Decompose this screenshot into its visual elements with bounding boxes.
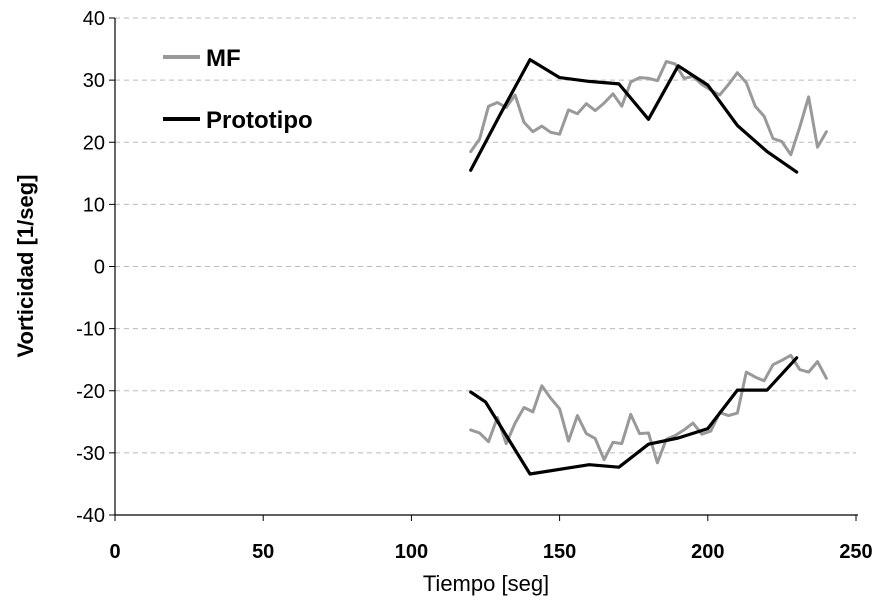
y-tick-label: -20 — [76, 381, 105, 403]
y-tick-label: 10 — [83, 194, 105, 216]
x-axis-title: Tiempo [seg] — [423, 571, 549, 596]
y-tick-label: 0 — [94, 257, 105, 279]
series-line-prototipo-upper — [469, 57, 799, 174]
series-line-prototipo-lower — [469, 356, 799, 476]
y-tick-label: -30 — [76, 443, 105, 465]
y-tick-label: 40 — [83, 8, 105, 30]
gridlines — [115, 17, 856, 454]
y-tick-label: -10 — [76, 319, 105, 341]
y-tick-labels: 40 30 20 10 0 -10 -20 -30 -40 — [76, 8, 105, 527]
x-tick-label: 250 — [839, 541, 872, 563]
x-tick-label: 200 — [691, 541, 724, 563]
x-tick-label: 150 — [543, 541, 576, 563]
legend-label-prototipo: Prototipo — [206, 107, 313, 134]
series-line-mf-lower — [469, 353, 828, 465]
y-axis-title: Vorticidad [1/seg] — [13, 175, 38, 358]
series — [469, 57, 828, 476]
x-tick-labels: 0 50 100 150 200 250 — [109, 541, 872, 563]
axes — [109, 17, 858, 521]
legend: MF Prototipo — [163, 45, 313, 134]
x-tick-label: 100 — [395, 541, 428, 563]
legend-label-mf: MF — [206, 45, 241, 72]
series-line-mf-upper — [469, 60, 828, 157]
y-tick-label: -40 — [76, 505, 105, 527]
x-tick-label: 50 — [252, 541, 274, 563]
y-tick-label: 20 — [83, 132, 105, 154]
x-tick-label: 0 — [109, 541, 120, 563]
y-tick-label: 30 — [83, 70, 105, 92]
